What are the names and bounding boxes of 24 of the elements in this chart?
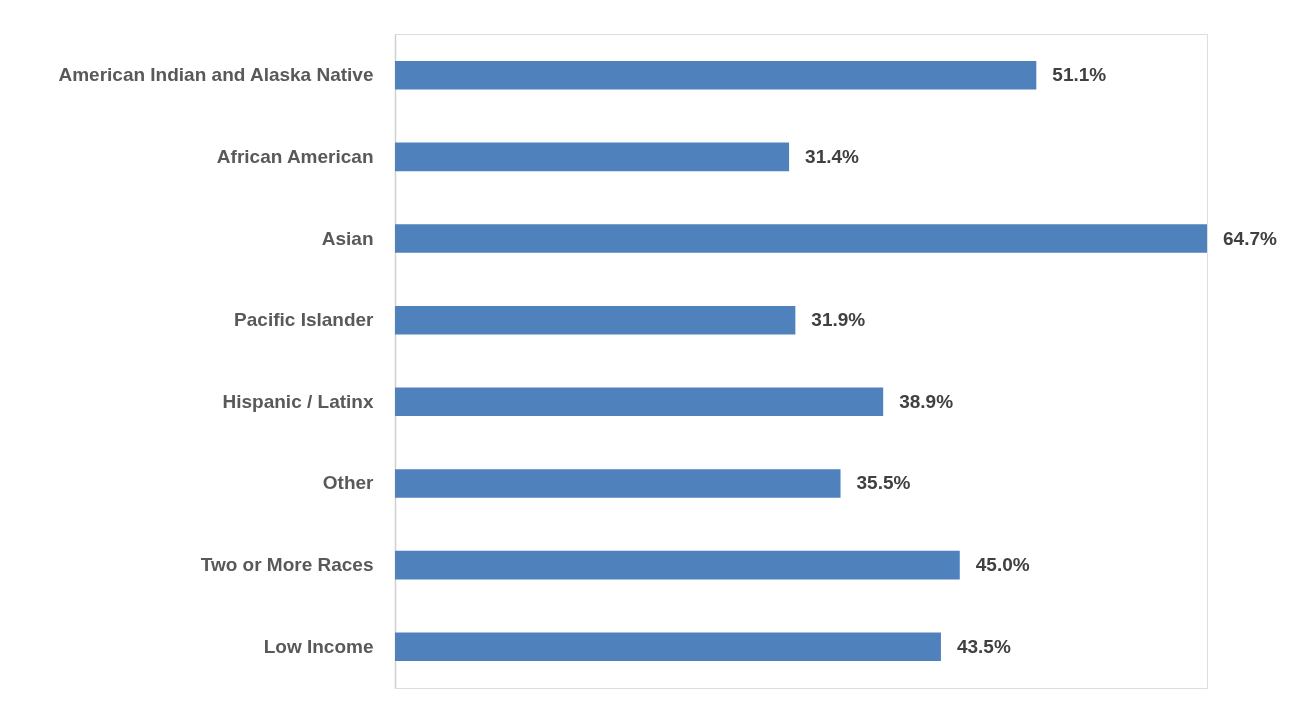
data-label: 38.9% [899,390,954,412]
bar [395,60,1037,90]
data-label: 64.7% [1223,227,1277,249]
y-tick-label: American Indian and Alaska Native [58,64,374,86]
data-label: 51.1% [1052,64,1107,86]
data-label: 31.4% [805,145,860,167]
bar [395,550,960,580]
bar [395,632,941,662]
y-tick-label: Hispanic / Latinx [222,390,374,412]
y-tick-label: Asian [321,227,374,249]
bar [395,305,796,335]
bar [395,469,841,498]
y-tick-label: Low Income [263,635,374,657]
y-tick-label: Pacific Islander [234,309,375,331]
data-label: 31.9% [811,309,866,331]
data-label: 35.5% [856,472,911,494]
y-tick-label: Other [322,472,375,494]
y-tick-label: African American [216,145,374,167]
data-label: 45.0% [975,554,1030,576]
data-label: 43.5% [956,635,1011,657]
bar [395,142,790,172]
y-tick-label: Two or More Races [200,554,374,576]
bar [395,224,1207,253]
bar [395,387,884,417]
